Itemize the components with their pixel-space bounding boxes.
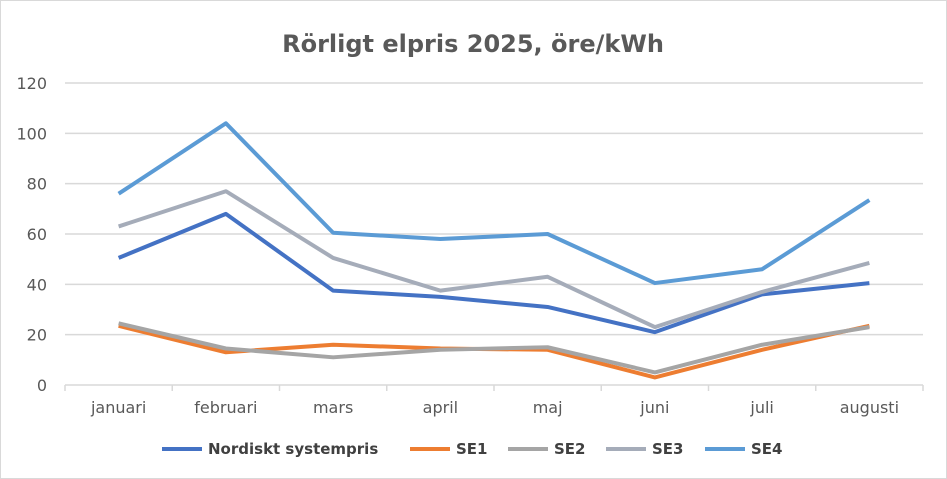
legend-item: SE4 — [705, 440, 783, 458]
series-line-se1 — [118, 323, 870, 380]
series-line-se2 — [118, 321, 870, 375]
legend-label: SE1 — [456, 440, 488, 458]
series-line-se3 — [118, 189, 870, 330]
x-tick-label: januari — [90, 398, 146, 417]
legend-item: SE1 — [410, 440, 488, 458]
legend-label: SE4 — [751, 440, 783, 458]
x-tick-label: februari — [194, 398, 257, 417]
x-tick-label: maj — [533, 398, 563, 417]
legend-label: SE2 — [554, 440, 586, 458]
legend-item: SE3 — [606, 440, 684, 458]
legend-label: SE3 — [652, 440, 684, 458]
series-line-nordiskt-systempris — [117, 211, 870, 335]
chart-title: Rörligt elpris 2025, öre/kWh — [282, 30, 664, 58]
x-tick-label: juni — [639, 398, 669, 417]
y-tick-label: 60 — [27, 225, 47, 244]
x-tick-label: april — [423, 398, 458, 417]
legend-item: Nordiskt systempris — [162, 440, 378, 458]
legend-label: Nordiskt systempris — [208, 440, 378, 458]
y-tick-label: 40 — [27, 275, 47, 294]
x-tick-label: juli — [749, 398, 773, 417]
x-tick-label: augusti — [840, 398, 899, 417]
y-tick-label: 120 — [16, 74, 47, 93]
y-tick-label: 100 — [16, 124, 47, 143]
y-tick-label: 80 — [27, 175, 47, 194]
y-tick-label: 20 — [27, 326, 47, 345]
x-tick-label: mars — [313, 398, 353, 417]
series-line-se4 — [117, 121, 871, 286]
y-tick-label: 0 — [37, 376, 47, 395]
legend-item: SE2 — [508, 440, 586, 458]
